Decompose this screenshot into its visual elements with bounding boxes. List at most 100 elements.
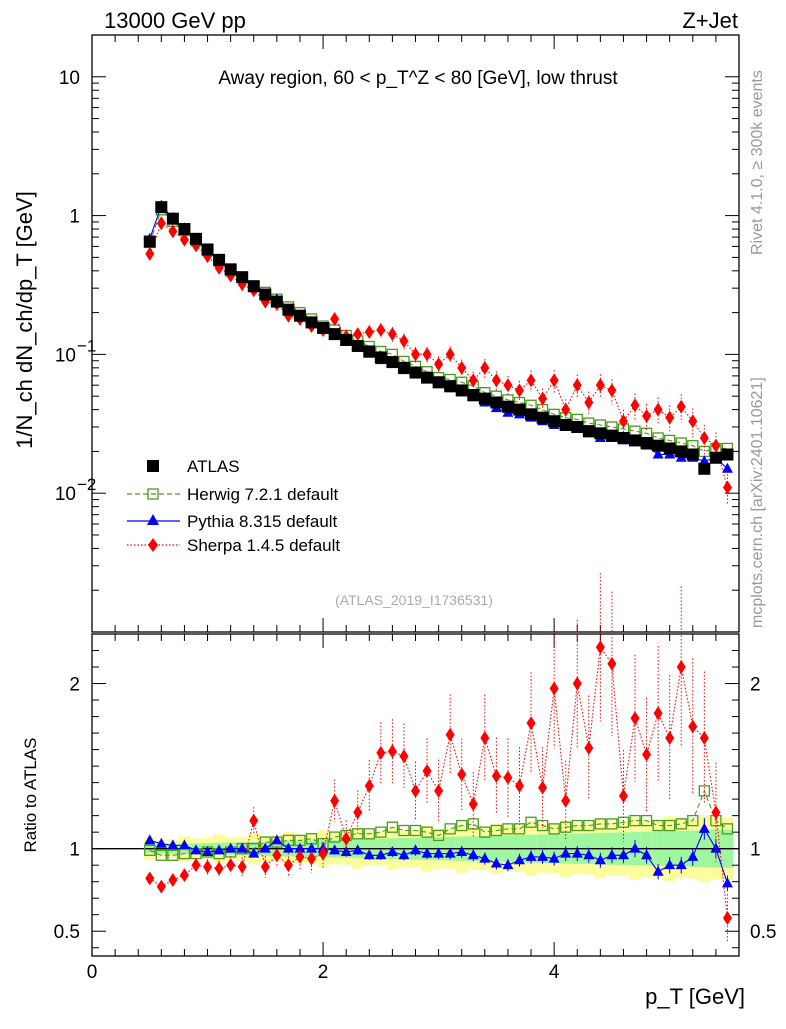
ratio-sherpa-point (156, 879, 166, 894)
ratio-sherpa-point (549, 681, 559, 696)
x-tick-label: 2 (318, 962, 329, 983)
ratio-herwig-point (421, 826, 433, 838)
ratio-pythia-point (340, 845, 352, 856)
ratio-pythia-point (594, 854, 606, 865)
main-atlas-point (374, 351, 387, 364)
ratio-sherpa-point (595, 640, 605, 655)
ratio-pythia-point (271, 834, 283, 845)
ratio-pythia-point (225, 842, 237, 853)
ratio-pythia-point (583, 849, 595, 860)
main-atlas-point (652, 439, 665, 452)
ratio-sherpa-point (722, 911, 732, 926)
ratio-sherpa-point (434, 783, 444, 798)
main-atlas-point (351, 339, 364, 352)
main-sherpa-point (676, 399, 686, 414)
ratio-pythia-point (433, 847, 445, 858)
ratio-herwig-point (525, 816, 537, 828)
ratio-pythia-point (467, 849, 479, 860)
main-atlas-point (559, 418, 572, 431)
ratio-sherpa-point (179, 868, 189, 883)
main-sherpa-point (411, 347, 420, 362)
ratio-herwig-point (594, 818, 607, 830)
main-atlas-point (478, 392, 491, 405)
main-atlas-point (178, 223, 191, 236)
ratio-herwig-point (652, 819, 664, 832)
main-atlas-point (282, 303, 295, 316)
ratio-sherpa-point (203, 859, 213, 874)
ratio-sherpa-point (676, 660, 686, 675)
main-atlas-point (236, 271, 249, 284)
main-atlas-point (259, 288, 272, 301)
main-sherpa-point (642, 408, 652, 423)
main-atlas-point (444, 380, 457, 393)
url-label: mcplots.cern.ch [arXiv:2401.10621] (749, 377, 766, 628)
legend-pythia-label: Pythia 8.315 default (187, 512, 338, 531)
ratio-axis-ticks: 2 2 1 1 0.5 0.5 (54, 634, 776, 956)
ratio-sherpa-point (191, 858, 201, 873)
main-atlas-point (571, 420, 584, 433)
main-atlas-point (490, 396, 503, 409)
main-atlas-point (432, 376, 445, 389)
ratio-pythia-point (248, 847, 260, 858)
ratio-sherpa-point (307, 851, 317, 866)
ratio-pythia-point (421, 847, 433, 858)
main-sherpa-point (699, 430, 709, 445)
ratio-pythia-point (571, 847, 583, 858)
main-atlas-point (270, 295, 283, 308)
main-atlas-point (224, 263, 237, 276)
main-atlas-point (525, 408, 538, 421)
ratio-herwig-point (583, 819, 595, 832)
energy-label: 13000 GeV pp (104, 8, 246, 33)
ratio-pythia-point (352, 844, 364, 855)
ratio-herwig-point (502, 823, 514, 835)
ratio-herwig-point (675, 818, 687, 830)
main-data-marks (143, 199, 734, 505)
ratio-herwig-point (328, 831, 341, 843)
ratio-pythia-point (479, 852, 491, 863)
main-atlas-point (594, 427, 607, 440)
ratio-pythia-point (410, 844, 421, 855)
main-sherpa-point (561, 402, 571, 417)
main-atlas-point (340, 333, 353, 346)
main-atlas-point (640, 436, 653, 449)
ratio-sherpa-point (330, 793, 340, 808)
legend-herwig-label: Herwig 7.2.1 default (187, 485, 338, 504)
x-tick-label: 0 (87, 962, 98, 983)
ratio-herwig-point (155, 849, 167, 861)
ratio-y-tick-label: 0.5 (54, 922, 80, 943)
ratio-sherpa-point (642, 747, 652, 762)
ratio-pythia-point (398, 849, 410, 860)
main-pythia-point (698, 455, 710, 466)
main-sherpa-point (653, 402, 663, 417)
main-pythia-point (721, 462, 733, 473)
main-sherpa-point (526, 373, 536, 388)
ratio-y-tick-label: 1 (69, 840, 80, 861)
ratio-pythia-point (606, 849, 618, 860)
main-atlas-point (617, 431, 630, 444)
main-atlas-point (247, 280, 260, 293)
main-sherpa-point (595, 378, 605, 393)
main-sherpa-point (607, 383, 617, 398)
ratio-herwig-point (144, 844, 156, 856)
main-sherpa-point (387, 327, 397, 342)
main-sherpa-point (711, 438, 721, 453)
y-axis-label: 1/N_ch dN_ch/dp_T [GeV] (12, 191, 37, 449)
ratio-sherpa-point (711, 805, 721, 820)
main-atlas-point (328, 328, 341, 341)
legend-atlas-marker (147, 460, 159, 472)
main-sherpa-point (434, 357, 444, 372)
main-atlas-point (582, 425, 595, 438)
ratio-pythia-point (537, 850, 549, 861)
ratio-herwig-point (513, 823, 526, 835)
ratio-sherpa-point (653, 706, 663, 721)
legend-pythia-marker (147, 514, 159, 525)
main-sherpa-point (468, 373, 478, 388)
y-tick-label: 1 (69, 207, 80, 228)
main-sherpa-point (572, 378, 582, 393)
ratio-y-tick-label: 2 (69, 675, 80, 696)
ratio-herwig-point (698, 785, 710, 797)
main-atlas-point (721, 448, 734, 461)
main-atlas-point (455, 384, 468, 397)
main-atlas-point (421, 371, 434, 384)
